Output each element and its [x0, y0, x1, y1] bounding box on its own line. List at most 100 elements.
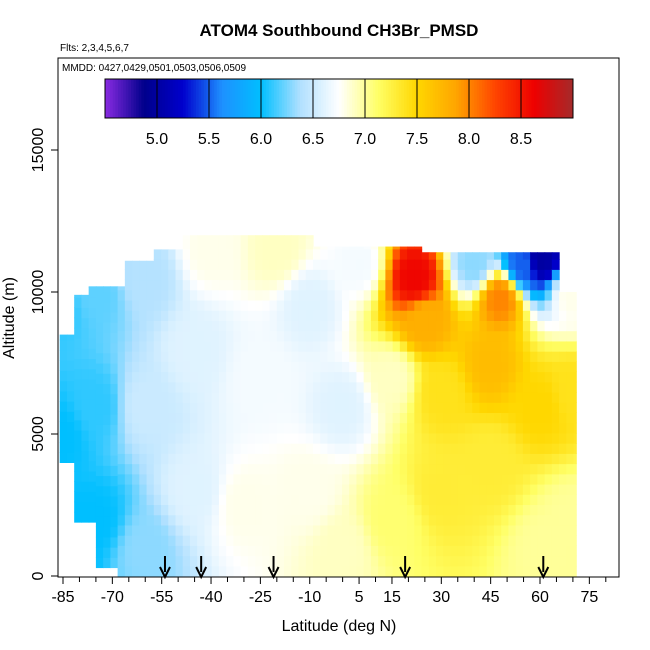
- colorbar-frame: [104, 78, 574, 119]
- heat-cell-1817: [472, 310, 481, 321]
- colorbar-swatch-117: [409, 79, 413, 118]
- heat-cell-1481: [399, 443, 408, 454]
- heat-cell-401: [168, 524, 177, 536]
- heat-cell-779: [247, 443, 256, 454]
- heat-cell-562: [197, 235, 206, 240]
- heat-cell-1507: [407, 514, 415, 526]
- heat-cell-249: [132, 473, 140, 485]
- heat-cell-995: [291, 320, 300, 332]
- heat-cell-413: [168, 402, 177, 414]
- heat-cell-2015: [515, 252, 524, 260]
- heat-cell-2180: [559, 524, 567, 536]
- heat-cell-1606: [428, 504, 437, 516]
- heat-cell-198: [117, 381, 126, 393]
- heat-cell-774: [247, 494, 256, 506]
- heat-cell-1774: [465, 422, 473, 434]
- heat-cell-1758: [457, 259, 466, 270]
- heat-cell-522: [189, 289, 198, 301]
- heat-cell-1395: [378, 310, 386, 321]
- colorbar-swatch-149: [492, 79, 496, 118]
- heat-cell-2251: [573, 371, 577, 383]
- heat-cell-2090: [537, 463, 546, 475]
- heat-cell-93: [88, 297, 97, 308]
- heat-cell-776: [247, 473, 256, 485]
- heat-cell-1665: [443, 555, 452, 567]
- heat-cell-330: [146, 279, 155, 291]
- heat-cell-2141: [544, 269, 553, 281]
- heat-cell-1778: [465, 381, 473, 393]
- heat-cell-1332: [363, 279, 372, 291]
- heat-cell-2205: [566, 555, 575, 567]
- colorbar-swatch-141: [471, 79, 475, 118]
- heat-cell-1033: [298, 279, 307, 291]
- heat-cell-922: [276, 371, 285, 383]
- colorbar-swatch-148: [489, 79, 493, 118]
- heat-cell-1412: [385, 473, 394, 485]
- heat-cell-1371: [378, 555, 386, 567]
- heat-cell-819: [255, 381, 263, 393]
- heat-cell-1992: [515, 483, 524, 495]
- heat-cell-1792: [472, 565, 481, 577]
- heat-cell-1132: [320, 299, 329, 311]
- heat-cell-716: [233, 391, 242, 403]
- colorbar-swatch-60: [261, 79, 264, 118]
- heat-cell-1209: [341, 524, 350, 536]
- heat-cell-359: [153, 299, 162, 311]
- heat-cell-2066: [530, 381, 538, 393]
- heat-cell-95: [88, 286, 97, 288]
- heat-cell-1826: [479, 545, 488, 557]
- colorbar-swatch-23: [164, 79, 168, 118]
- heat-cell-1385: [378, 412, 386, 424]
- heat-cell-1375: [378, 514, 386, 526]
- heat-cell-145: [103, 342, 111, 354]
- heat-cell-2128: [544, 402, 553, 414]
- heat-cell-486: [182, 310, 191, 321]
- heat-cell-999: [291, 279, 300, 291]
- heat-cell-118: [95, 332, 104, 344]
- heat-cell-2094: [537, 422, 546, 434]
- heat-cell-462: [182, 555, 191, 567]
- heat-cell-1828: [479, 524, 488, 536]
- heat-cell-1985: [515, 555, 524, 567]
- heat-cell-1791: [465, 252, 473, 260]
- heat-cell-253: [132, 432, 140, 444]
- heat-cell-536: [197, 494, 206, 506]
- heat-cell-1860: [486, 524, 495, 536]
- heat-cell-595: [204, 238, 213, 250]
- heat-cell-2148: [551, 524, 560, 536]
- heat-cell-2227: [566, 330, 575, 342]
- heat-cell-1784: [465, 320, 473, 332]
- heat-cell-611: [211, 422, 220, 434]
- heat-cell-1846: [479, 340, 488, 352]
- heat-cell-980: [291, 473, 300, 485]
- heat-cell-381: [161, 402, 169, 414]
- heat-cell-1769: [465, 473, 473, 485]
- heat-cell-948: [284, 453, 292, 465]
- heat-cell-268: [132, 279, 140, 291]
- heat-cell-1719: [450, 330, 459, 342]
- heat-cell-1908: [493, 361, 502, 373]
- heat-cell-1023: [298, 381, 307, 393]
- heat-cell-1489: [399, 361, 408, 373]
- heat-cell-165: [110, 424, 119, 436]
- heat-cell-1383: [378, 432, 386, 444]
- heat-cell-2201: [559, 310, 567, 321]
- heat-cell-2244: [573, 443, 577, 454]
- heat-cell-316: [146, 422, 155, 434]
- heat-cell-850: [262, 412, 271, 424]
- colorbar-swatch-137: [461, 79, 465, 118]
- heat-cell-681: [226, 402, 235, 414]
- heat-cell-115: [95, 363, 104, 374]
- heat-cell-231: [124, 340, 133, 352]
- heat-cell-172: [110, 352, 119, 364]
- colorbar-swatch-160: [521, 79, 524, 118]
- heat-cell-2220: [566, 402, 575, 414]
- heat-cell-1510: [407, 483, 415, 495]
- heat-cell-2175: [551, 252, 560, 260]
- heat-cell-2114: [544, 545, 553, 557]
- heat-cell-2026: [522, 463, 531, 475]
- heat-cell-1573: [421, 514, 430, 526]
- heat-cell-1923: [501, 535, 510, 546]
- heat-cell-659: [218, 279, 227, 291]
- heat-cell-1633: [436, 555, 444, 567]
